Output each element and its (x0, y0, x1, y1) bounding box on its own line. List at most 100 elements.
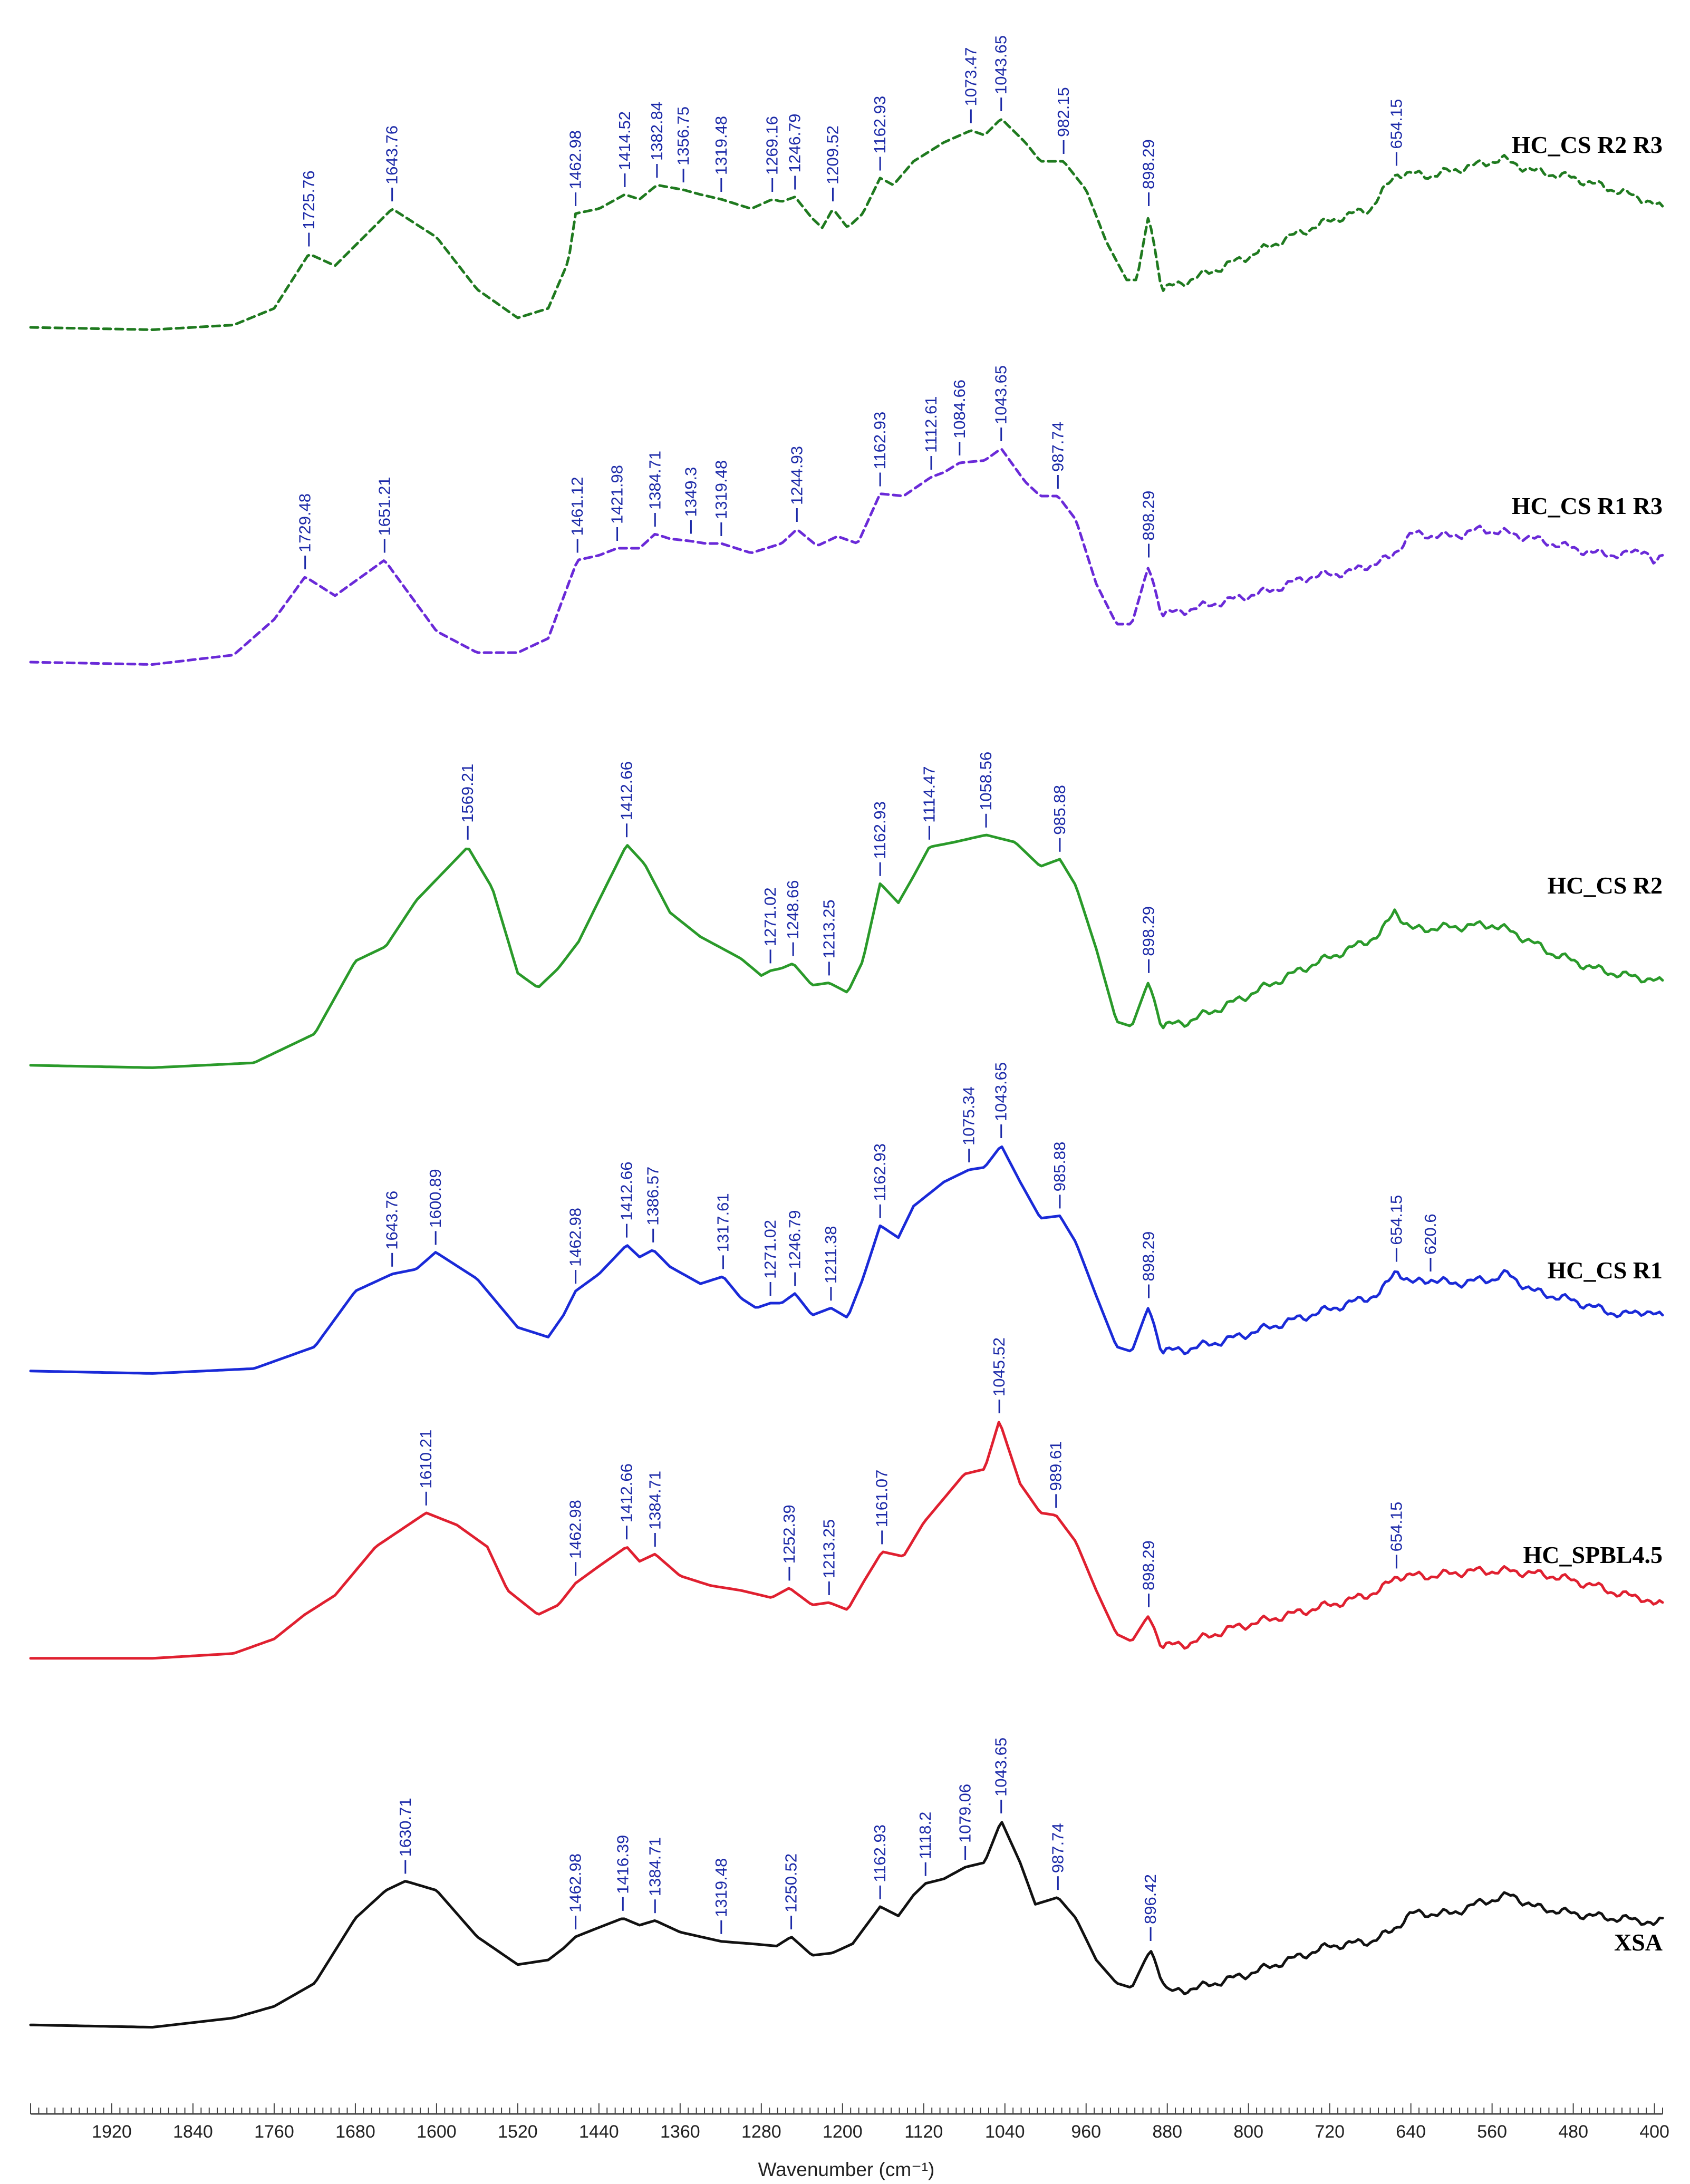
peak-label: 1382.84 (648, 102, 666, 161)
peak-label: 1246.79 (786, 1210, 804, 1269)
series-name: HC_CS R1 R3 (1512, 492, 1663, 519)
peak-label: 1412.66 (617, 1162, 635, 1221)
x-tick-label: 1200 (823, 2122, 863, 2142)
peak-label: 987.74 (1048, 1823, 1067, 1873)
peak-label: 1162.93 (871, 412, 889, 470)
peak-label: 1356.75 (674, 106, 692, 166)
peak-label: 1643.76 (383, 1191, 401, 1250)
peak-label: 1211.38 (822, 1226, 840, 1284)
peak-label: 1162.93 (871, 96, 889, 154)
peak-label: 1043.65 (992, 1738, 1010, 1797)
peak-label: 1045.52 (990, 1337, 1008, 1396)
peak-label: 1610.21 (417, 1430, 435, 1489)
peak-label: 1162.93 (871, 1143, 889, 1201)
peak-label: 1319.48 (712, 460, 730, 519)
peak-label: 1462.98 (566, 1853, 585, 1913)
x-tick-label: 1920 (92, 2122, 132, 2142)
peak-label: 1244.93 (787, 446, 806, 505)
peak-label: 654.15 (1387, 1502, 1405, 1552)
peak-label: 1386.57 (644, 1167, 662, 1226)
peak-label: 1729.48 (296, 493, 314, 552)
peak-label: 1630.71 (396, 1798, 414, 1857)
peak-label: 1250.52 (782, 1853, 800, 1913)
peak-label: 1269.16 (763, 116, 781, 175)
peak-label: 1412.66 (617, 1463, 635, 1522)
x-axis-title: Wavenumber (cm⁻¹) (758, 2159, 935, 2180)
peak-label: 1349.3 (681, 467, 700, 517)
peak-label: 1075.34 (960, 1086, 978, 1146)
series-name: HC_SPBL4.5 (1523, 1541, 1663, 1568)
series-line (29, 1421, 1664, 1660)
peak-label: 1271.02 (761, 1220, 779, 1279)
peak-label: 1213.25 (819, 899, 838, 958)
peak-label: 1317.61 (713, 1193, 732, 1252)
series-hc-cs-r2-r3: 1725.76 1643.76 1462.98 1414.52 1382.84 1356.… (29, 35, 1664, 331)
peak-label: 1725.76 (300, 170, 318, 229)
peak-label: 989.61 (1047, 1441, 1065, 1491)
peak-label: 1462.98 (566, 130, 585, 189)
peak-label: 987.74 (1048, 422, 1067, 472)
x-tick-label: 560 (1477, 2122, 1507, 2142)
peak-label: 620.6 (1421, 1214, 1440, 1255)
peak-label: 1461.12 (568, 477, 586, 536)
peak-label: 898.29 (1139, 1231, 1158, 1282)
series-name: HC_CS R2 (1547, 872, 1663, 899)
peak-label: 1416.39 (613, 1835, 632, 1894)
x-tick-label: 480 (1558, 2122, 1588, 2142)
peak-label: 1084.66 (950, 380, 969, 439)
peak-label: 1161.07 (873, 1470, 891, 1528)
series-line (29, 118, 1664, 331)
series-hc-cs-r2: 1569.21 1412.66 1271.02 1248.66 1213.25 1162.… (29, 752, 1664, 1069)
x-tick-label: 1360 (660, 2122, 700, 2142)
peak-label: 1271.02 (761, 887, 779, 946)
x-axis: 1920 1840 1760 1680 1600 1520 1440 1360 1280 1200… (30, 2103, 1669, 2142)
series-xsa: 1630.71 1462.98 1416.39 1384.71 1319.48 1250.… (29, 1738, 1664, 2029)
x-tick-label: 1120 (904, 2122, 943, 2142)
peak-label: 898.29 (1139, 906, 1158, 956)
peak-label: 1569.21 (458, 764, 477, 823)
peak-label: 1319.48 (712, 1858, 730, 1917)
peak-label: 1651.21 (375, 477, 393, 536)
peak-label: 1384.71 (645, 1837, 664, 1896)
peak-label: 896.42 (1141, 1874, 1160, 1924)
x-tick-label: 880 (1152, 2122, 1182, 2142)
peak-label: 982.15 (1054, 87, 1073, 137)
peak-label: 1462.98 (566, 1208, 585, 1267)
peak-label: 1058.56 (977, 752, 995, 811)
peak-label: 1462.98 (566, 1500, 585, 1559)
peak-label: 1248.66 (784, 880, 802, 939)
x-tick-label: 1680 (335, 2122, 375, 2142)
x-tick-label: 1600 (417, 2122, 457, 2142)
peak-label: 985.88 (1050, 1142, 1069, 1192)
x-tick-label: 800 (1233, 2122, 1263, 2142)
series-line (29, 833, 1664, 1069)
peak-label: 1213.25 (819, 1519, 838, 1578)
series-name: HC_CS R1 (1547, 1257, 1663, 1284)
series-hc-cs-r1: 1643.76 1600.89 1462.98 1412.66 1386.57 1317.… (29, 1062, 1664, 1375)
x-tick-label: 960 (1071, 2122, 1101, 2142)
series-line (29, 448, 1664, 666)
peak-label: 1246.79 (786, 113, 804, 172)
x-tick-label: 1520 (498, 2122, 538, 2142)
x-tick-label: 1040 (985, 2122, 1025, 2142)
spectra-layer: 1725.76 1643.76 1462.98 1414.52 1382.84 1356.… (29, 35, 1664, 2029)
series-name: HC_CS R2 R3 (1512, 131, 1663, 158)
series-hc-spbl4-5: 1610.21 1462.98 1412.66 1384.71 1252.39 1213.… (29, 1337, 1664, 1660)
peak-label: 1414.52 (615, 111, 634, 170)
series-name: XSA (1614, 1929, 1663, 1956)
peak-label: 654.15 (1387, 99, 1405, 149)
x-tick-label: 400 (1639, 2122, 1669, 2142)
peak-label: 1319.48 (712, 116, 730, 175)
x-tick-label: 640 (1396, 2122, 1426, 2142)
peak-label: 1643.76 (383, 125, 401, 185)
peak-label: 1600.89 (426, 1169, 445, 1228)
peak-label: 1043.65 (992, 365, 1010, 424)
peak-label: 898.29 (1139, 139, 1158, 189)
peak-label: 1114.47 (920, 766, 938, 822)
peak-label: 654.15 (1387, 1195, 1405, 1245)
peak-label: 1412.66 (617, 761, 635, 820)
peak-label: 1384.71 (645, 451, 664, 510)
x-tick-label: 1840 (173, 2122, 213, 2142)
peak-label: 1252.39 (780, 1504, 798, 1564)
